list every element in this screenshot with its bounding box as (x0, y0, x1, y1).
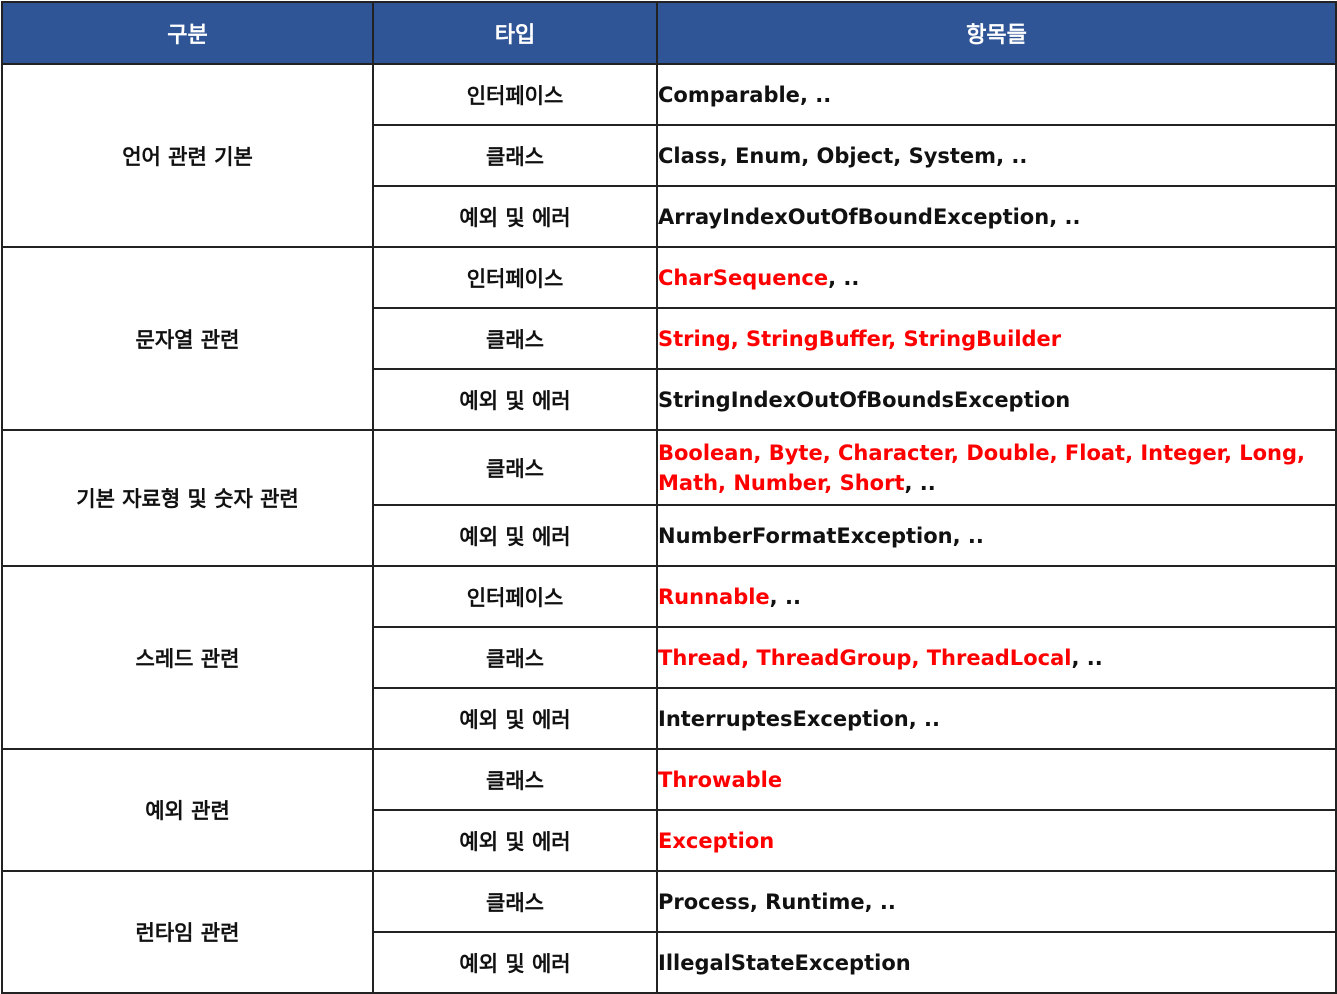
item-suffix: , .. (952, 523, 984, 548)
type-cell: 예외 및 에러 (372, 809, 658, 872)
item-suffix: , .. (908, 706, 940, 731)
item-suffix: , .. (1049, 204, 1081, 229)
table-row: 예외 관련 클래스 Throwable (1, 748, 1337, 872)
items-cell: Runnable, .. (656, 565, 1337, 628)
item-names: Runnable (658, 584, 770, 609)
items-cell: Exception (656, 809, 1337, 872)
items-cell: NumberFormatException, .. (656, 504, 1337, 567)
type-cell: 예외 및 에러 (372, 368, 658, 431)
category-cell: 언어 관련 기본 (1, 63, 374, 248)
type-cell: 예외 및 에러 (372, 185, 658, 248)
item-names: Boolean, Byte, Character, Double, Float,… (658, 440, 1306, 495)
items-cell: Process, Runtime, .. (656, 870, 1337, 933)
items-cell: Thread, ThreadGroup, ThreadLocal, .. (656, 626, 1337, 689)
item-names: Class, Enum, Object, System (658, 143, 997, 168)
type-cell: 클래스 (372, 429, 658, 506)
table-row: 스레드 관련 인터페이스 Runnable, .. (1, 565, 1337, 750)
items-cell: Throwable (656, 748, 1337, 811)
item-suffix: , .. (828, 265, 860, 290)
item-suffix: , .. (996, 143, 1028, 168)
item-suffix: , .. (769, 584, 801, 609)
item-names: Thread, ThreadGroup, ThreadLocal (658, 645, 1072, 670)
type-cell: 예외 및 에러 (372, 931, 658, 994)
item-names: CharSequence (658, 265, 829, 290)
type-cell: 클래스 (372, 748, 658, 811)
item-names: Process, Runtime (658, 889, 865, 914)
item-names: InterruptesException (658, 706, 909, 731)
table-row: 클래스 Thread, ThreadGroup, ThreadLocal, .. (2, 626, 1337, 689)
table-row: 예외 및 에러 ArrayIndexOutOfBoundException, .… (2, 185, 1337, 248)
table-row: 런타임 관련 클래스 Process, Runtime, .. (1, 870, 1337, 994)
type-cell: 인터페이스 (372, 565, 658, 628)
table-row: 예외 및 에러 Exception (2, 809, 1337, 872)
header-items: 항목들 (656, 1, 1337, 65)
item-names: Throwable (658, 767, 783, 792)
category-cell: 기본 자료형 및 숫자 관련 (1, 429, 374, 567)
table-header: 구분 타입 항목들 (1, 1, 1337, 65)
type-cell: 인터페이스 (372, 63, 658, 126)
category-cell: 스레드 관련 (1, 565, 374, 750)
type-cell: 클래스 (372, 626, 658, 689)
type-cell: 예외 및 에러 (372, 687, 658, 750)
header-category: 구분 (1, 1, 374, 65)
items-cell: Comparable, .. (656, 63, 1337, 126)
items-cell: String, StringBuffer, StringBuilder (656, 307, 1337, 370)
category-cell: 예외 관련 (1, 748, 374, 872)
type-cell: 인터페이스 (372, 246, 658, 309)
item-suffix: , .. (864, 889, 896, 914)
items-cell: IllegalStateException (656, 931, 1337, 994)
item-names: ArrayIndexOutOfBoundException (658, 204, 1050, 229)
type-cell: 클래스 (372, 124, 658, 187)
item-names: String, StringBuffer, StringBuilder (658, 326, 1062, 351)
table-row: 예외 및 에러 NumberFormatException, .. (2, 504, 1337, 567)
item-names: Comparable (658, 82, 800, 107)
items-cell: CharSequence, .. (656, 246, 1337, 309)
type-cell: 예외 및 에러 (372, 504, 658, 567)
items-cell: Class, Enum, Object, System, .. (656, 124, 1337, 187)
table-row: 예외 및 에러 InterruptesException, .. (2, 687, 1337, 750)
item-names: Exception (658, 828, 775, 853)
item-names: NumberFormatException (658, 523, 953, 548)
table-row: 예외 및 에러 IllegalStateException (2, 931, 1337, 994)
items-cell: InterruptesException, .. (656, 687, 1337, 750)
category-cell: 문자열 관련 (1, 246, 374, 431)
item-names: IllegalStateException (658, 950, 911, 975)
table-row: 예외 및 에러 StringIndexOutOfBoundsException (2, 368, 1337, 431)
table-row: 클래스 String, StringBuffer, StringBuilder (2, 307, 1337, 370)
table-row: 언어 관련 기본 인터페이스 Comparable, .. (1, 63, 1337, 248)
table-row: 문자열 관련 인터페이스 CharSequence, .. (1, 246, 1337, 431)
table-row: 기본 자료형 및 숫자 관련 클래스 Boolean, Byte, Charac… (1, 429, 1337, 567)
header-type: 타입 (372, 1, 658, 65)
item-suffix: , .. (799, 82, 832, 107)
item-names: StringIndexOutOfBoundsException (658, 387, 1071, 412)
category-cell: 런타임 관련 (1, 870, 374, 994)
items-cell: StringIndexOutOfBoundsException (656, 368, 1337, 431)
items-cell: ArrayIndexOutOfBoundException, .. (656, 185, 1337, 248)
items-cell: Boolean, Byte, Character, Double, Float,… (656, 429, 1337, 506)
table-body: 언어 관련 기본 인터페이스 Comparable, .. 클래스 Class,… (1, 63, 1337, 994)
item-suffix: , .. (1071, 645, 1103, 670)
type-cell: 클래스 (372, 870, 658, 933)
table-row: 클래스 Class, Enum, Object, System, .. (2, 124, 1337, 187)
type-cell: 클래스 (372, 307, 658, 370)
item-suffix: , .. (904, 470, 936, 495)
